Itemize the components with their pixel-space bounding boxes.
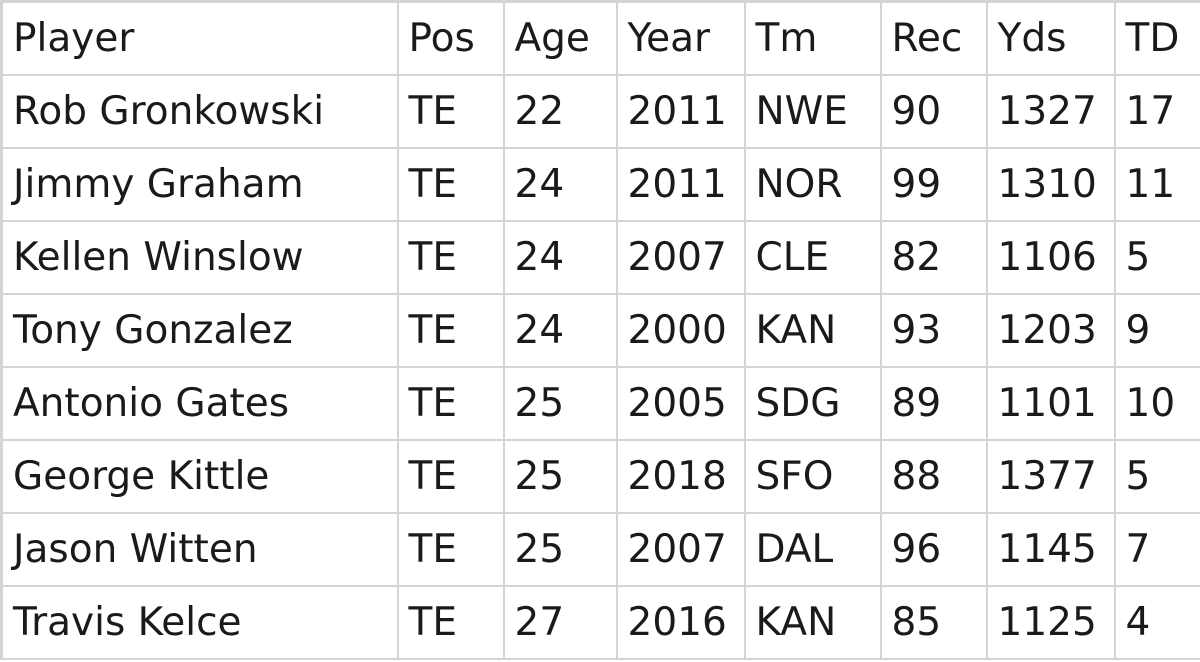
header-age[interactable]: Age: [502, 0, 618, 76]
cell-age[interactable]: 22: [502, 73, 618, 149]
table-row: Antonio Gates TE 25 2005 SDG 89 1101 10: [0, 365, 1200, 441]
table-row: Travis Kelce TE 27 2016 KAN 85 1125 4: [0, 584, 1200, 660]
table-row: Tony Gonzalez TE 24 2000 KAN 93 1203 9: [0, 292, 1200, 368]
cell-year[interactable]: 2000: [615, 292, 746, 368]
header-rec[interactable]: Rec: [879, 0, 988, 76]
header-td[interactable]: TD: [1113, 0, 1200, 76]
cell-year[interactable]: 2011: [615, 73, 746, 149]
cell-rec[interactable]: 82: [879, 219, 988, 295]
cell-rec[interactable]: 88: [879, 438, 988, 514]
cell-tm[interactable]: KAN: [743, 584, 882, 660]
cell-pos[interactable]: TE: [396, 438, 505, 514]
header-yds[interactable]: Yds: [985, 0, 1116, 76]
cell-yds[interactable]: 1101: [985, 365, 1116, 441]
cell-age[interactable]: 24: [502, 292, 618, 368]
cell-td[interactable]: 5: [1113, 438, 1200, 514]
cell-pos[interactable]: TE: [396, 146, 505, 222]
cell-age[interactable]: 25: [502, 365, 618, 441]
cell-year[interactable]: 2018: [615, 438, 746, 514]
cell-pos[interactable]: TE: [396, 365, 505, 441]
cell-age[interactable]: 27: [502, 584, 618, 660]
table-row: Rob Gronkowski TE 22 2011 NWE 90 1327 17: [0, 73, 1200, 149]
cell-pos[interactable]: TE: [396, 584, 505, 660]
cell-year[interactable]: 2005: [615, 365, 746, 441]
table-row: Kellen Winslow TE 24 2007 CLE 82 1106 5: [0, 219, 1200, 295]
cell-rec[interactable]: 96: [879, 511, 988, 587]
cell-player[interactable]: Kellen Winslow: [0, 219, 399, 295]
header-year[interactable]: Year: [615, 0, 746, 76]
cell-year[interactable]: 2011: [615, 146, 746, 222]
cell-age[interactable]: 25: [502, 511, 618, 587]
cell-year[interactable]: 2007: [615, 511, 746, 587]
cell-tm[interactable]: KAN: [743, 292, 882, 368]
cell-td[interactable]: 9: [1113, 292, 1200, 368]
cell-pos[interactable]: TE: [396, 292, 505, 368]
cell-td[interactable]: 10: [1113, 365, 1200, 441]
cell-player[interactable]: Jimmy Graham: [0, 146, 399, 222]
cell-rec[interactable]: 99: [879, 146, 988, 222]
cell-td[interactable]: 17: [1113, 73, 1200, 149]
header-pos[interactable]: Pos: [396, 0, 505, 76]
cell-yds[interactable]: 1106: [985, 219, 1116, 295]
cell-td[interactable]: 5: [1113, 219, 1200, 295]
cell-rec[interactable]: 85: [879, 584, 988, 660]
cell-yds[interactable]: 1377: [985, 438, 1116, 514]
header-row: Player Pos Age Year Tm Rec Yds TD: [0, 0, 1200, 76]
cell-player[interactable]: Travis Kelce: [0, 584, 399, 660]
cell-rec[interactable]: 90: [879, 73, 988, 149]
cell-player[interactable]: Rob Gronkowski: [0, 73, 399, 149]
cell-td[interactable]: 7: [1113, 511, 1200, 587]
cell-player[interactable]: Tony Gonzalez: [0, 292, 399, 368]
cell-rec[interactable]: 93: [879, 292, 988, 368]
table-row: Jason Witten TE 25 2007 DAL 96 1145 7: [0, 511, 1200, 587]
cell-player[interactable]: Jason Witten: [0, 511, 399, 587]
cell-td[interactable]: 11: [1113, 146, 1200, 222]
header-tm[interactable]: Tm: [743, 0, 882, 76]
cell-yds[interactable]: 1125: [985, 584, 1116, 660]
cell-yds[interactable]: 1310: [985, 146, 1116, 222]
cell-tm[interactable]: NWE: [743, 73, 882, 149]
cell-yds[interactable]: 1327: [985, 73, 1116, 149]
cell-age[interactable]: 24: [502, 219, 618, 295]
cell-pos[interactable]: TE: [396, 73, 505, 149]
cell-tm[interactable]: CLE: [743, 219, 882, 295]
cell-age[interactable]: 24: [502, 146, 618, 222]
cell-tm[interactable]: NOR: [743, 146, 882, 222]
table-row: Jimmy Graham TE 24 2011 NOR 99 1310 11: [0, 146, 1200, 222]
cell-player[interactable]: Antonio Gates: [0, 365, 399, 441]
cell-pos[interactable]: TE: [396, 511, 505, 587]
cell-year[interactable]: 2007: [615, 219, 746, 295]
cell-td[interactable]: 4: [1113, 584, 1200, 660]
cell-tm[interactable]: SDG: [743, 365, 882, 441]
cell-player[interactable]: George Kittle: [0, 438, 399, 514]
cell-rec[interactable]: 89: [879, 365, 988, 441]
cell-year[interactable]: 2016: [615, 584, 746, 660]
header-player[interactable]: Player: [0, 0, 399, 76]
cell-pos[interactable]: TE: [396, 219, 505, 295]
cell-age[interactable]: 25: [502, 438, 618, 514]
cell-tm[interactable]: DAL: [743, 511, 882, 587]
cell-yds[interactable]: 1145: [985, 511, 1116, 587]
cell-tm[interactable]: SFO: [743, 438, 882, 514]
table-row: George Kittle TE 25 2018 SFO 88 1377 5: [0, 438, 1200, 514]
cell-yds[interactable]: 1203: [985, 292, 1116, 368]
